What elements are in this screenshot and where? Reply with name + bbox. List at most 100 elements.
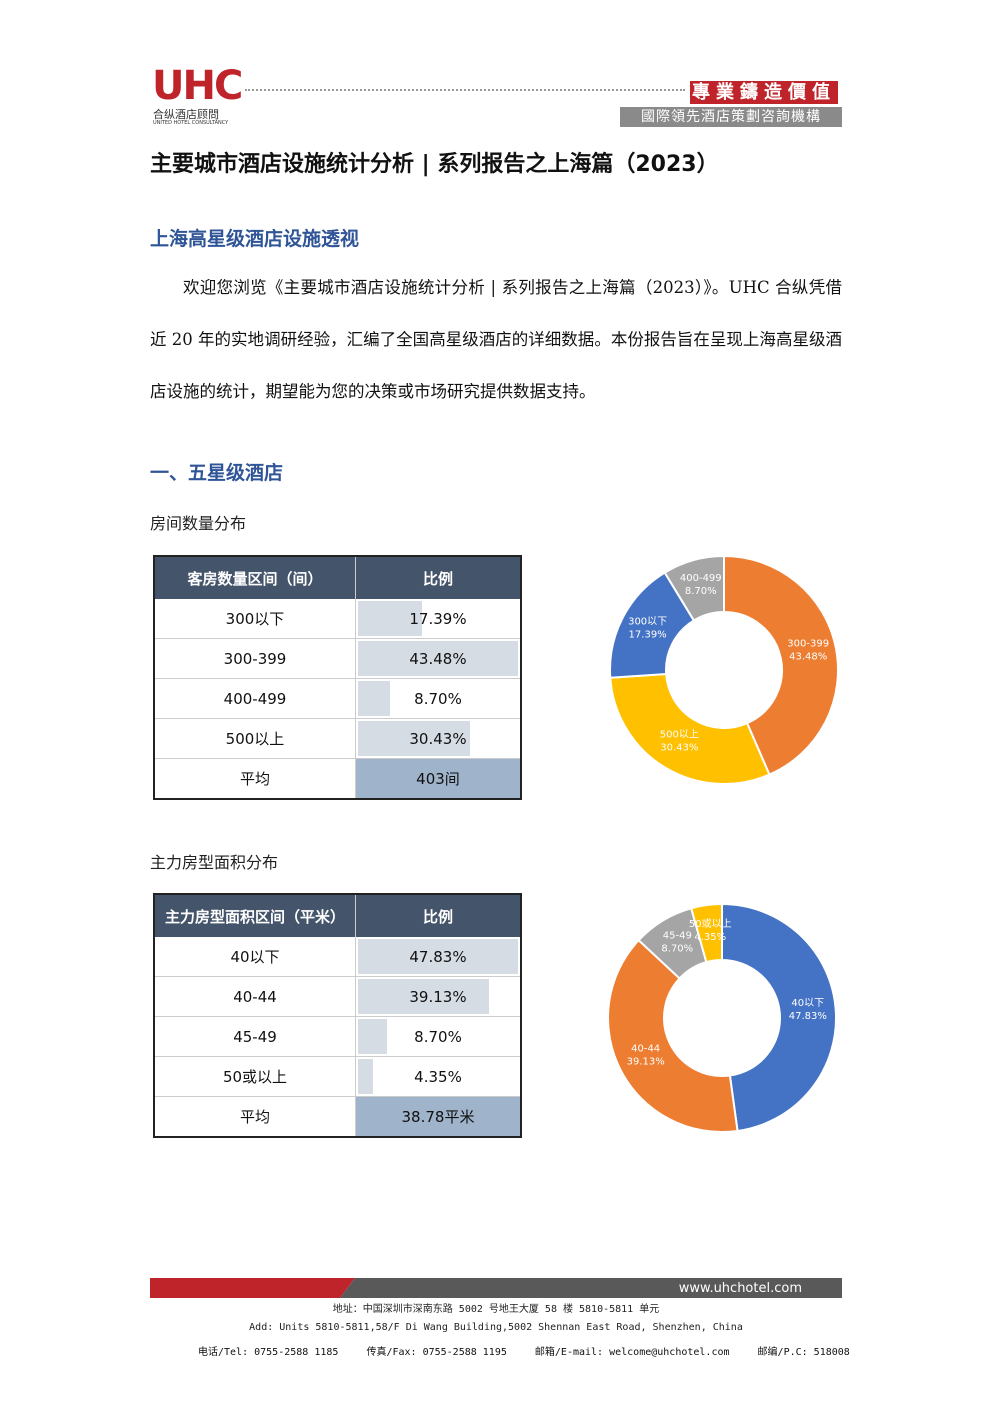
- header-row: 客房数量区间（间） 比例: [154, 556, 522, 599]
- value-label: 39.13%: [409, 987, 467, 1006]
- data-bar: [358, 1019, 388, 1054]
- intro: 欢迎您浏览《主要城市酒店设施统计分析 | 系列报告之上海篇（2023）》。UHC…: [150, 278, 842, 401]
- row-value: 4.35%: [355, 1056, 522, 1097]
- slice-category: 500以上: [660, 728, 699, 740]
- slice-label: 30.43%: [660, 742, 698, 753]
- value-label: 43.48%: [409, 649, 467, 668]
- data-bar: [358, 641, 518, 676]
- value-label: 8.70%: [414, 1027, 462, 1046]
- average-value: 38.78平米: [355, 1096, 522, 1138]
- average-row: 平均 403间: [154, 758, 522, 800]
- donut-slice: [663, 554, 725, 622]
- donut-slice: [689, 902, 723, 964]
- average-row: 平均 38.78平米: [154, 1096, 522, 1138]
- value-label: 8.70%: [414, 689, 462, 708]
- slice-label: 8.70%: [661, 944, 693, 955]
- slice-label: 4.35%: [694, 932, 726, 943]
- slice-category: 300-399: [787, 639, 829, 650]
- row-label: 45-49: [154, 1016, 356, 1057]
- slice-category: 50或以上: [689, 918, 732, 930]
- row-value: 8.70%: [355, 678, 522, 719]
- column-header: 比例: [355, 556, 522, 599]
- slice-label: 39.13%: [627, 1057, 665, 1068]
- slice-label: 47.83%: [789, 1011, 827, 1022]
- fax: 传真/Fax: 0755-2588 1195: [366, 1347, 507, 1358]
- tagline: 國際領先酒店策劃咨詢機構: [620, 107, 842, 127]
- stat-table: 客房数量区间（间） 比例 300以下 17.39% 300-399 43.48% 400-4…: [153, 555, 522, 800]
- slice-category: 40-44: [631, 1044, 660, 1055]
- subsection-heading: 一、五星级酒店: [150, 462, 284, 484]
- average-label: 平均: [154, 1096, 356, 1138]
- data-bar: [358, 939, 518, 974]
- slogan: 專業鑄造價值: [690, 78, 838, 104]
- address-en: Add: Units 5810-5811,58/F Di Wang Buildi…: [249, 1322, 743, 1333]
- logo: UHC: [152, 63, 243, 109]
- row-value: 43.48%: [355, 638, 522, 679]
- row-value: 30.43%: [355, 718, 522, 759]
- section-heading: 上海高星级酒店设施透视: [150, 228, 360, 250]
- tel: 电话/Tel: 0755-2588 1185: [198, 1347, 339, 1358]
- row: 300以下 17.39%: [154, 599, 522, 639]
- donut-chart: 300-399 43.48% 500以上 30.43% 300以下 17.39% 400-4…: [609, 554, 839, 785]
- row: 400-499 8.70%: [154, 678, 522, 719]
- footer-url: www.uhchotel.com: [679, 1281, 802, 1296]
- value-label: 47.83%: [409, 947, 467, 966]
- header-row: 主力房型面积区间（平米） 比例: [154, 894, 522, 937]
- slice-label: 8.70%: [685, 586, 717, 597]
- data-bar: [358, 979, 489, 1014]
- row: 45-49 8.70%: [154, 1016, 522, 1057]
- stat-table: 主力房型面积区间（平米） 比例 40以下 47.83% 40-44 39.13% 45-49…: [153, 893, 522, 1138]
- row-label: 300-399: [154, 638, 356, 679]
- slice-category: 300以下: [628, 616, 667, 627]
- data-bar: [358, 601, 422, 636]
- logo-chinese: 合纵酒店顾問: [153, 108, 219, 121]
- slice-category: 400-499: [680, 573, 722, 584]
- slice-category: 45-49: [663, 931, 692, 942]
- postcode: 邮编/P.C: 518008: [757, 1347, 850, 1358]
- donut-slice: [723, 554, 839, 776]
- row-value: 47.83%: [355, 937, 522, 977]
- column-header: 客房数量区间（间）: [154, 556, 356, 599]
- address-cn: 地址：中国深圳市深南东路 5002 号地王大厦 58 楼 5810-5811 单…: [332, 1304, 660, 1315]
- data-bar: [358, 681, 390, 716]
- row: 40-44 39.13%: [154, 976, 522, 1017]
- column-header: 主力房型面积区间（平米）: [154, 894, 356, 937]
- row-label: 40-44: [154, 976, 356, 1017]
- row: 500以上 30.43%: [154, 718, 522, 759]
- data-bar: [358, 1059, 373, 1094]
- average-value: 403间: [355, 758, 522, 800]
- row-label: 40以下: [154, 937, 356, 977]
- divider: [245, 89, 685, 91]
- contact: 电话/Tel: 0755-2588 1185 传真/Fax: 0755-2588…: [198, 1343, 872, 1358]
- row: 50或以上 4.35%: [154, 1056, 522, 1097]
- donut-slice: [721, 902, 837, 1133]
- row-label: 300以下: [154, 599, 356, 639]
- row-value: 39.13%: [355, 976, 522, 1017]
- email: 邮箱/E-mail: welcome@uhchotel.com: [534, 1347, 730, 1358]
- caption: 主力房型面积分布: [150, 853, 279, 872]
- logo-english: UNITED HOTEL CONSULTANCY: [153, 120, 229, 126]
- value-label: 30.43%: [409, 729, 467, 748]
- donut-slice: [609, 672, 771, 785]
- caption: 房间数量分布: [150, 514, 247, 533]
- slogan-text: 專業鑄造價值: [690, 81, 838, 104]
- column-header: 比例: [355, 894, 522, 937]
- row-label: 50或以上: [154, 1056, 356, 1097]
- average-label: 平均: [154, 758, 356, 800]
- value-label: 4.35%: [414, 1067, 462, 1086]
- donut-chart: 40以下 47.83% 40-44 39.13% 45-49 8.70% 50或以上 4.35…: [607, 902, 837, 1133]
- row: 300-399 43.48%: [154, 638, 522, 679]
- data-bar: [358, 721, 470, 756]
- value-label: 17.39%: [409, 609, 467, 628]
- row-label: 400-499: [154, 678, 356, 719]
- row: 40以下 47.83%: [154, 937, 522, 977]
- footer-red: [150, 1278, 355, 1298]
- slice-label: 17.39%: [629, 629, 667, 640]
- footer-bar: www.uhchotel.com: [150, 1278, 842, 1298]
- donut-slice: [607, 938, 739, 1133]
- row-value: 17.39%: [355, 599, 522, 639]
- row-value: 8.70%: [355, 1016, 522, 1057]
- title: 主要城市酒店设施统计分析 | 系列报告之上海篇（2023）: [150, 152, 719, 177]
- footer-gray: [340, 1278, 842, 1298]
